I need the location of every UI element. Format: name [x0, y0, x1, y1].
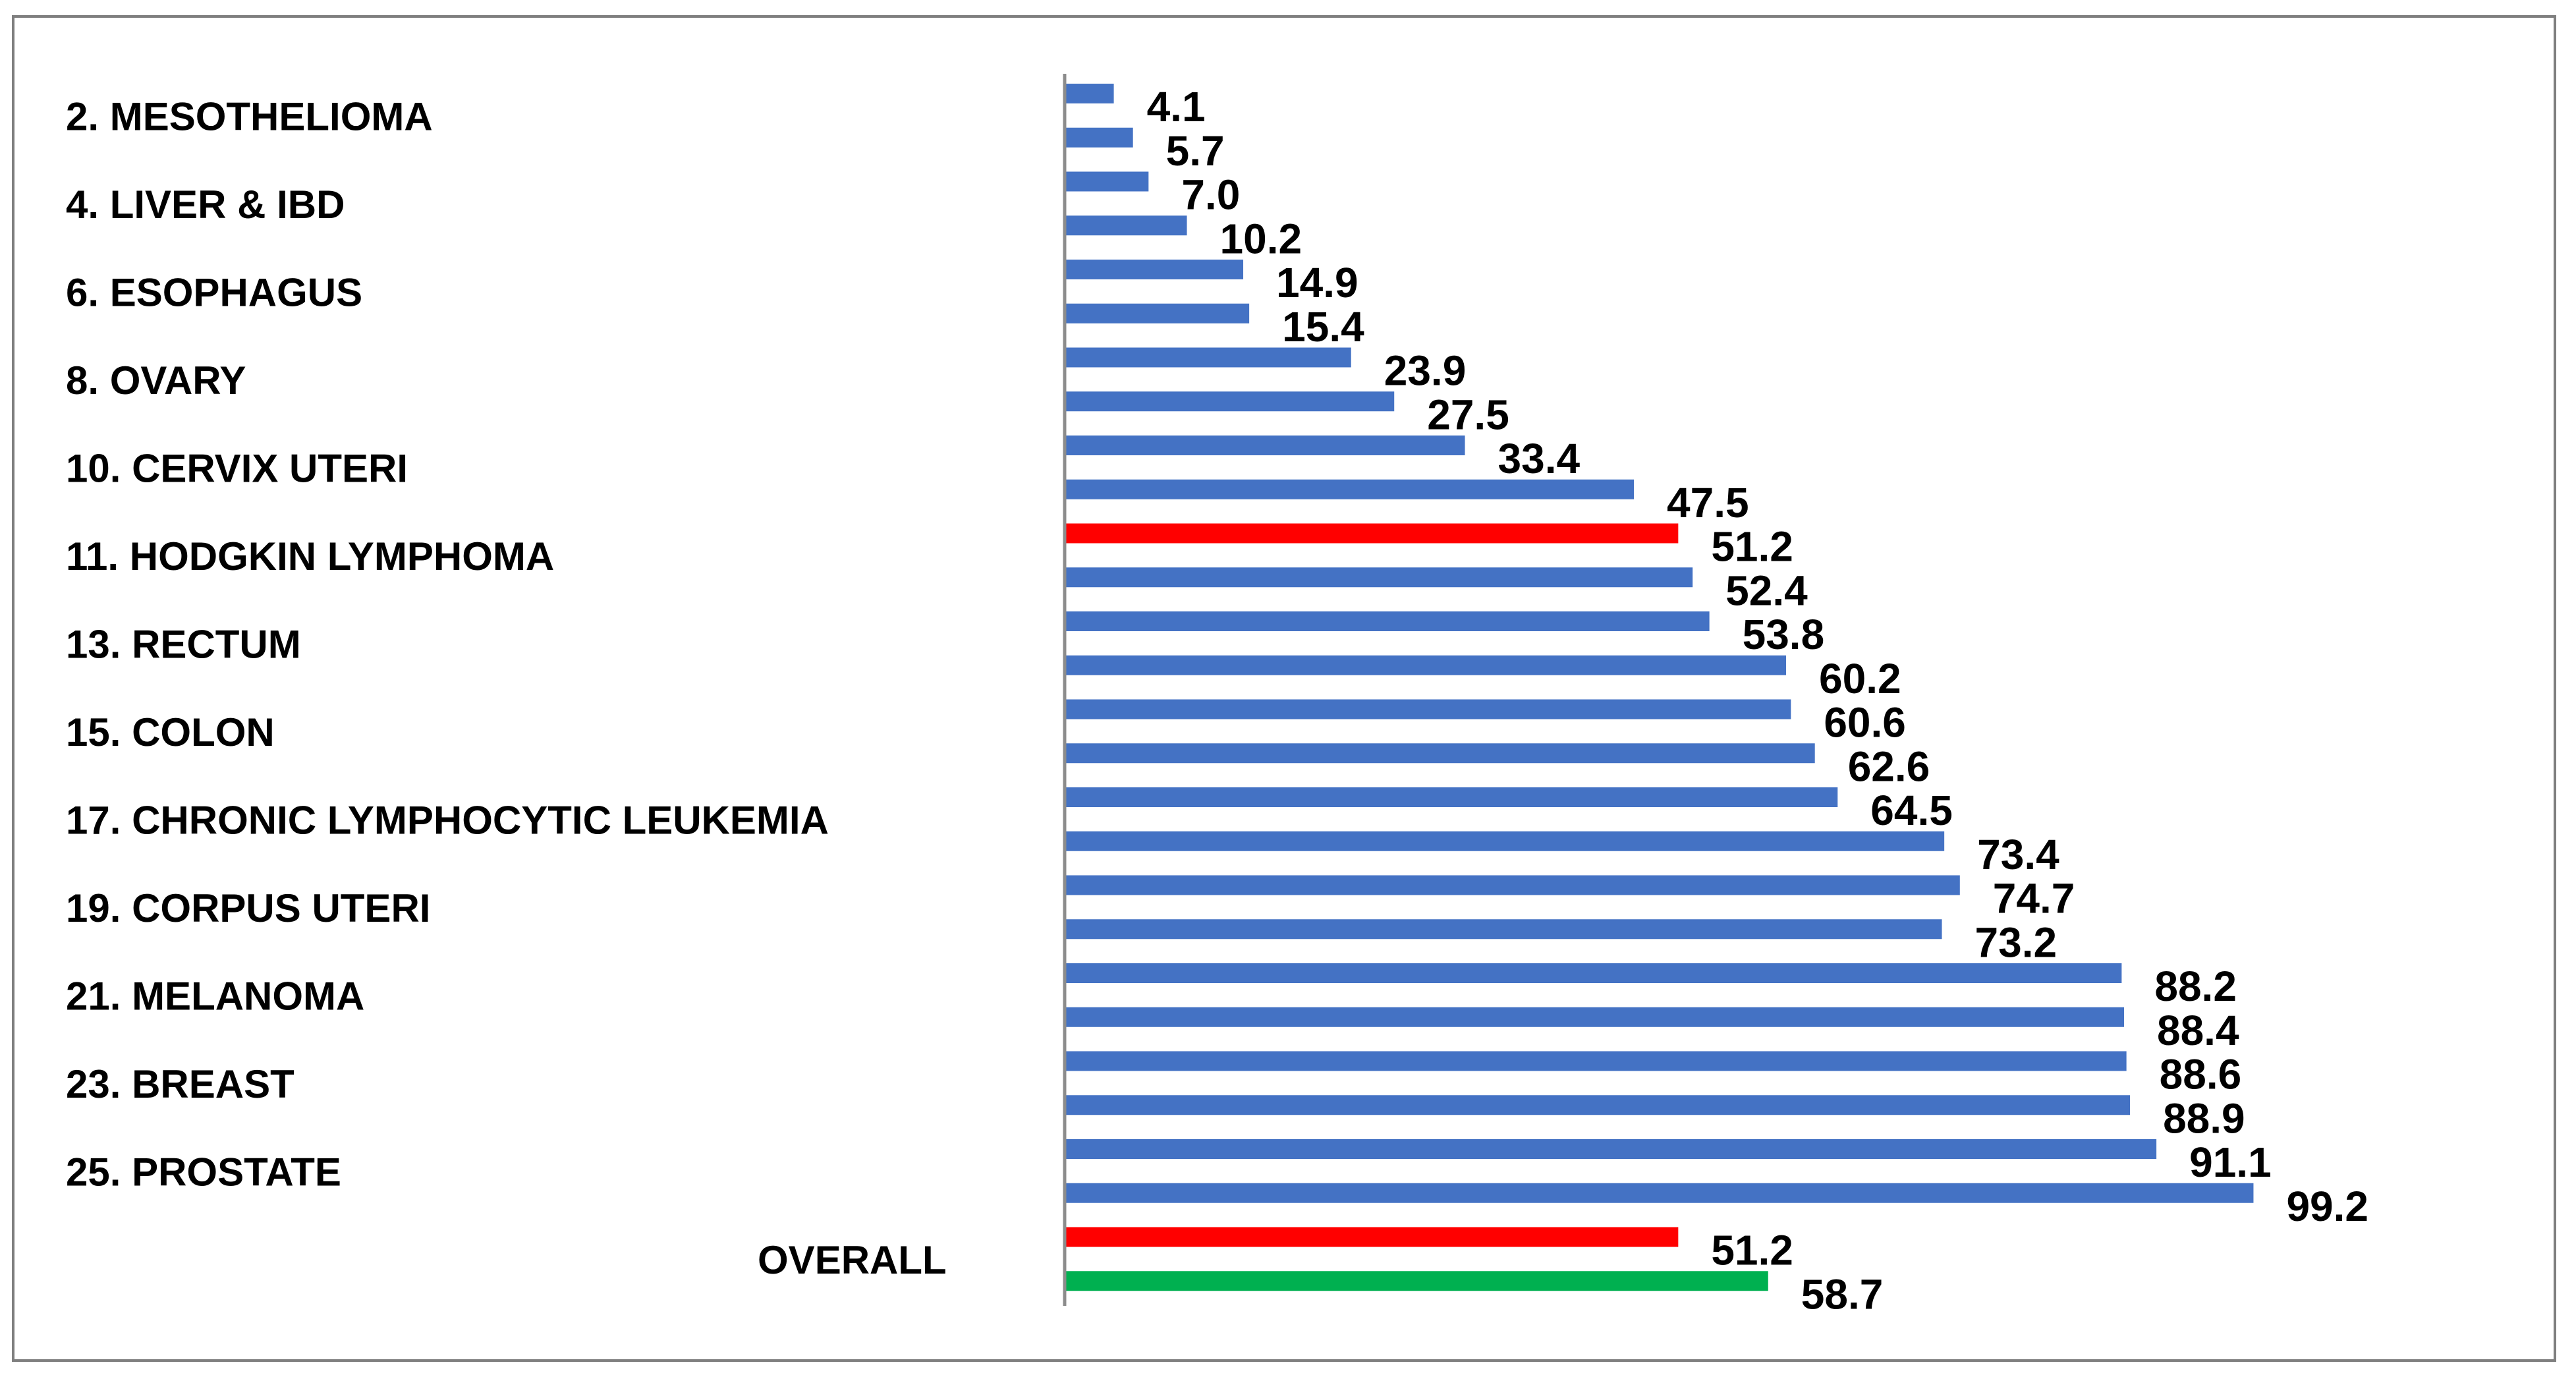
bar: [1065, 436, 1465, 455]
category-label: 19. CORPUS UTERI: [66, 886, 430, 930]
data-label: 52.4: [1725, 567, 1808, 614]
bar: [1065, 391, 1395, 412]
category-label: 10. CERVIX UTERI: [66, 446, 408, 490]
category-label: OVERALL: [758, 1238, 947, 1282]
bar: [1065, 655, 1787, 675]
bar: [1065, 699, 1791, 719]
category-label: 23. BREAST: [66, 1062, 294, 1106]
category-labels: 2. MESOTHELIOMA 4. LIVER & IBD 6. ESOPHAGU…: [66, 94, 947, 1282]
data-label: 15.4: [1282, 303, 1364, 351]
bar: [1065, 831, 1945, 851]
data-label: 99.2: [2286, 1183, 2368, 1230]
bar: [1065, 919, 1942, 940]
data-label: 7.0: [1181, 171, 1240, 219]
data-label: 60.6: [1824, 699, 1906, 746]
chart-frame: [12, 15, 2556, 1362]
data-label: 10.2: [1220, 215, 1302, 262]
bar: [1065, 611, 1710, 631]
data-label: 23.9: [1384, 347, 1467, 395]
data-label: 5.7: [1166, 127, 1225, 175]
data-label: 88.2: [2154, 963, 2237, 1010]
category-label: 13. RECTUM: [66, 622, 301, 666]
bar: [1065, 127, 1133, 148]
bar: [1065, 171, 1149, 192]
bar: [1065, 479, 1635, 499]
bar: [1065, 875, 1960, 895]
bar: [1065, 215, 1187, 236]
data-label: 53.8: [1743, 611, 1825, 658]
category-label: 2. MESOTHELIOMA: [66, 94, 433, 138]
bar: [1065, 743, 1815, 764]
data-label: 58.7: [1801, 1270, 1884, 1318]
category-label: 17. CHRONIC LYMPHOCYTIC LEUKEMIA: [66, 798, 829, 842]
data-label: 73.2: [1975, 918, 2058, 966]
data-label: 51.2: [1711, 1227, 1793, 1274]
bar: [1065, 1007, 2124, 1027]
bar: [1065, 260, 1244, 279]
bar: [1065, 1271, 1768, 1291]
bar: [1065, 567, 1693, 588]
data-label: 27.5: [1427, 391, 1509, 438]
bar: [1065, 963, 2122, 983]
data-label: 88.6: [2160, 1051, 2242, 1098]
category-label: 25. PROSTATE: [66, 1150, 341, 1194]
bars: [1065, 84, 2254, 1291]
data-label: 62.6: [1848, 743, 1930, 790]
category-label: 21. MELANOMA: [66, 974, 364, 1018]
bar: [1065, 523, 1679, 544]
bar: [1065, 303, 1250, 324]
data-label: 33.4: [1498, 435, 1581, 482]
data-label: 64.5: [1870, 787, 1953, 834]
bar: [1065, 1227, 1679, 1247]
bar: [1065, 1095, 2131, 1115]
data-label: 47.5: [1667, 479, 1749, 526]
data-label: 14.9: [1276, 259, 1358, 306]
data-label: 74.7: [1993, 875, 2075, 922]
bar: [1065, 1183, 2254, 1203]
data-label: 73.4: [1977, 831, 2059, 878]
bar: [1065, 787, 1838, 807]
bar: [1065, 347, 1351, 368]
bar: [1065, 84, 1114, 103]
data-label: 51.2: [1711, 523, 1793, 571]
data-label: 88.4: [2157, 1007, 2239, 1054]
data-label: 4.1: [1147, 83, 1206, 130]
bar: [1065, 1051, 2127, 1071]
category-label: 15. COLON: [66, 710, 275, 754]
value-labels: 4.15.77.010.214.915.423.927.533.447.551.…: [1147, 83, 2368, 1318]
data-label: 91.1: [2189, 1139, 2272, 1186]
data-label: 88.9: [2163, 1094, 2245, 1142]
category-label: 6. ESOPHAGUS: [66, 270, 362, 314]
category-label: 4. LIVER & IBD: [66, 183, 345, 227]
category-label: 11. HODGKIN LYMPHOMA: [66, 534, 554, 578]
bar: [1065, 1139, 2157, 1159]
category-label: 8. OVARY: [66, 358, 246, 403]
data-label: 60.2: [1819, 655, 1901, 702]
